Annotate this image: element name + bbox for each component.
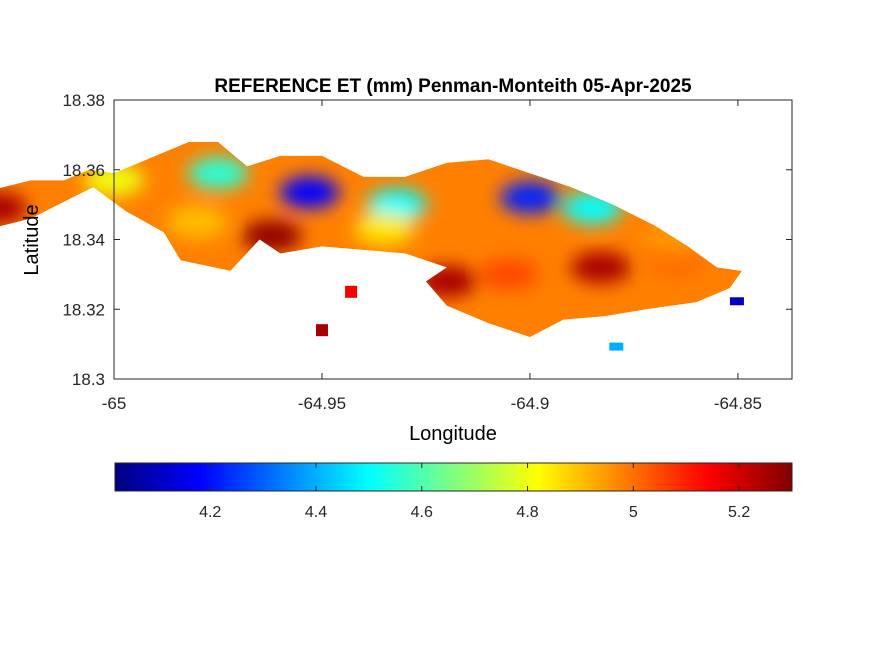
- y-tick-label: 18.3: [72, 370, 105, 389]
- y-tick-label: 18.38: [62, 91, 105, 110]
- colorbar-tick-label: 5.2: [728, 504, 750, 521]
- islets-layer: [315, 285, 358, 337]
- y-axis-label: Latitude: [21, 204, 43, 275]
- x-axis-label: Longitude: [409, 423, 497, 445]
- outlier-patch: [609, 342, 624, 351]
- et-hotspot: [167, 206, 228, 239]
- et-hotspot: [479, 258, 540, 291]
- et-hotspot: [499, 181, 560, 214]
- colorbar-tick-label: 5: [629, 504, 638, 521]
- y-tick-label: 18.34: [62, 231, 105, 250]
- map-layer: [0, 141, 744, 351]
- colorbar-tick-label: 4.4: [305, 504, 327, 521]
- x-axis-ticks: -65 -64.95 -64.9 -64.85: [102, 100, 762, 413]
- et-hotspot: [242, 220, 303, 253]
- et-hotspot: [366, 188, 427, 221]
- et-hotspot: [279, 176, 340, 209]
- islet-patch: [315, 324, 328, 337]
- et-hotspot: [0, 192, 28, 225]
- colorbar-tick-label: 4.2: [199, 504, 221, 521]
- x-tick-label: -65: [102, 394, 127, 413]
- colorbar-tick-label: 4.8: [516, 504, 538, 521]
- colorbar-ticks: 4.2 4.4 4.6 4.8 5 5.2: [199, 463, 750, 521]
- y-tick-label: 18.36: [62, 161, 105, 180]
- x-tick-label: -64.95: [298, 394, 346, 413]
- y-tick-label: 18.32: [62, 300, 105, 319]
- outlier-patch: [729, 297, 744, 306]
- outlier-patches: [609, 297, 744, 351]
- chart-title: REFERENCE ET (mm) Penman-Monteith 05-Apr…: [214, 76, 692, 97]
- colorbar: [114, 462, 793, 492]
- et-hotspot: [645, 247, 706, 280]
- et-hotspot: [416, 265, 477, 298]
- y-axis-ticks: 18.3 18.32 18.34 18.36 18.38: [62, 91, 792, 389]
- colorbar-tick-label: 4.6: [411, 504, 433, 521]
- et-hotspot: [187, 157, 248, 190]
- x-tick-label: -64.85: [714, 394, 762, 413]
- et-hotspot: [645, 220, 706, 253]
- et-hotspot: [570, 251, 631, 284]
- et-hotspot: [354, 213, 415, 246]
- x-tick-label: -64.9: [511, 394, 550, 413]
- islet-patch: [345, 285, 358, 298]
- et-hotspot: [562, 192, 623, 225]
